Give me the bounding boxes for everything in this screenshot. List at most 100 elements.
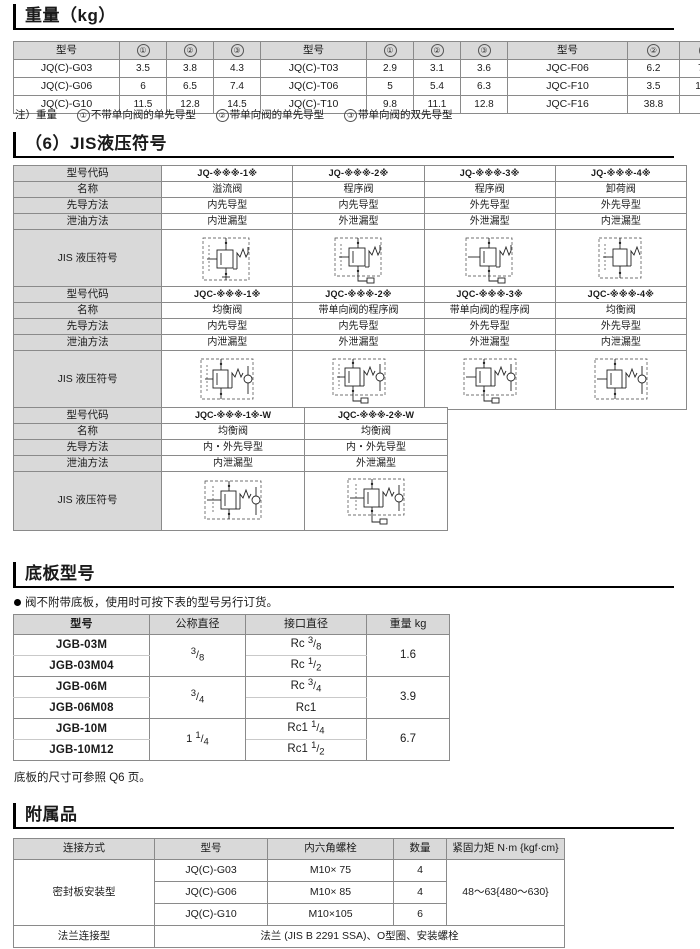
table-row: JGB-06M 3/4 Rc 3/4 3.9: [13, 676, 450, 719]
section-title-baseplate: 底板型号: [25, 563, 95, 583]
weight-col-model-3: 型号: [507, 41, 628, 60]
cell-connection-type-flange: 法兰连接型: [13, 925, 155, 948]
cell-name: 均衡阀: [304, 423, 448, 440]
cell-nominal: 1 1/4: [149, 718, 246, 761]
baseplate-col-port: 接口直径: [245, 614, 367, 635]
cell-code: JQC-※※※-4※: [554, 286, 688, 303]
cell-pilot: 外先导型: [423, 318, 556, 335]
circled-three-icon: ③: [477, 44, 491, 57]
cell-connection-type: 密封板安装型: [13, 859, 155, 926]
row-label-code: 型号代码: [12, 286, 163, 303]
counterbalance-valve-symbol-icon: [200, 358, 254, 400]
cell: 3.1: [413, 59, 461, 78]
table-row: 先导方法 内先导型 内先导型 外先导型 外先导型: [12, 318, 688, 335]
hydraulic-symbol-unloading-external-internal: [554, 229, 688, 289]
relief-valve-symbol-icon: [202, 237, 250, 281]
cell-pilot: 外先导型: [554, 318, 688, 335]
circled-one-icon: ①: [383, 44, 397, 57]
cell-drain: 内泄漏型: [161, 213, 294, 230]
cell: JQ(C)-G03: [13, 59, 120, 78]
cell-name: 均衡阀: [161, 423, 305, 440]
table-header-row: 型号 ① ② ③ 型号 ① ② ③ 型号 ② ③: [13, 41, 700, 60]
cell-pilot: 内先导型: [161, 318, 294, 335]
note-item-3: 带单向阀的双先导型: [358, 109, 453, 121]
cell-nominal: 3/4: [149, 676, 246, 719]
cell: 7.4: [213, 77, 261, 96]
cell: 12.8: [460, 95, 508, 114]
circled-two-icon: ②: [183, 44, 197, 57]
cell-code: JQC-※※※-2※: [292, 286, 425, 303]
cell-model: JGB-03M04: [13, 655, 150, 677]
row-label-symbol: JIS 液压符号: [12, 229, 163, 289]
cell-drain: 外泄漏型: [292, 213, 425, 230]
table-row: JQ(C)-G06 M10× 85 4: [14, 881, 565, 904]
unloading-valve-symbol-icon: [598, 237, 642, 279]
cell-code: JQC-※※※-2※-W: [304, 407, 448, 424]
cell-drain: 内泄漏型: [554, 334, 688, 351]
baseplate-col-nominal: 公称直径: [149, 614, 246, 635]
weight-col-3b: ③: [460, 41, 508, 60]
section-title-jis: （6）JIS液压符号: [25, 133, 167, 153]
row-label-code: 型号代码: [13, 407, 162, 424]
counterbalance-w-ext-drain-symbol-icon: [347, 478, 405, 525]
table-row: JGB-06M08 Rc1: [13, 697, 450, 719]
hydraulic-symbol-sequence-external-external: [423, 229, 556, 289]
cell-model: JGB-06M08: [13, 697, 150, 719]
table-header-row: 型号 公称直径 接口直径 重量 kg: [13, 614, 450, 635]
table-row: 密封板安装型 JQ(C)-G03 M10× 75 4 48～63{480～630…: [13, 859, 565, 926]
weight-col-2a: ②: [166, 41, 214, 60]
accessories-col-torque: 紧固力矩 N·m {kgf·cm}: [446, 838, 565, 860]
cell-port: Rc 3/4: [245, 676, 367, 698]
row-label-name: 名称: [12, 302, 163, 319]
weight-col-3a: ③: [213, 41, 261, 60]
jis-symbol-table-1: 型号代码 JQ-※※※-1※ JQ-※※※-2※ JQ-※※※-3※ JQ-※※…: [12, 165, 688, 289]
row-label-pilot: 先导方法: [13, 439, 162, 456]
accessories-col-connection: 连接方式: [13, 838, 155, 860]
cell-name: 带单向阀的程序阀: [292, 302, 425, 319]
cell-qty: 4: [393, 881, 447, 904]
weight-col-model-1: 型号: [13, 41, 120, 60]
cell-bolt: M10× 75: [267, 859, 394, 882]
table-row: 名称 溢流阀 程序阀 程序阀 卸荷阀: [12, 181, 688, 198]
cell: JQC-F10: [507, 77, 628, 96]
cell-pilot: 内先导型: [292, 318, 425, 335]
cell-model: JGB-10M12: [13, 739, 150, 761]
bullet-icon: [14, 599, 21, 606]
table-row: 泄油方法 内泄漏型 外泄漏型: [13, 455, 448, 472]
cell-nominal: 3/8: [149, 634, 246, 677]
section-header-baseplate: 底板型号: [13, 562, 674, 588]
table-row: JGB-10M 1 1/4 Rc1 1/4 6.7: [13, 718, 450, 761]
cell-model: JGB-10M: [13, 718, 150, 740]
cell-torque: 48～63{480～630}: [446, 859, 565, 926]
cell-drain: 内泄漏型: [161, 334, 294, 351]
hydraulic-symbol-sequence-check-int-ext: [292, 350, 425, 410]
cell: 6.5: [166, 77, 214, 96]
circled-one-icon: ①: [76, 108, 90, 122]
section-title-accessories: 附属品: [25, 804, 78, 824]
cell: 7.1: [679, 59, 700, 78]
weight-note: 注）重量 ① 不带单向阀的单先导型 ② 带单向阀的单先导型 ③ 带单向阀的双先导型: [15, 107, 453, 122]
section-header-accessories: 附属品: [13, 803, 674, 829]
cell-drain: 内泄漏型: [554, 213, 688, 230]
cell-drain: 外泄漏型: [423, 213, 556, 230]
accessories-col-qty: 数量: [393, 838, 447, 860]
row-label-drain: 泄油方法: [12, 334, 163, 351]
table-row: 泄油方法 内泄漏型 外泄漏型 外泄漏型 内泄漏型: [12, 334, 688, 351]
accessories-col-bolt: 内六角螺栓: [267, 838, 394, 860]
cell: –: [679, 95, 700, 114]
cell-model: JGB-03M: [13, 634, 150, 656]
cell-code: JQ-※※※-3※: [423, 165, 556, 182]
circled-three-icon: ③: [230, 44, 244, 57]
section-title-weight: 重量（kg）: [25, 5, 116, 25]
cell: 5: [366, 77, 414, 96]
cell: 6.2: [627, 59, 680, 78]
cell-name: 均衡阀: [161, 302, 294, 319]
weight-col-2c: ②: [627, 41, 680, 60]
section-header-jis: （6）JIS液压符号: [13, 132, 674, 158]
cell: 11.5: [119, 95, 167, 114]
cell-weight: 1.6: [366, 634, 450, 677]
cell: 12.8: [166, 95, 214, 114]
cell-port: Rc1: [245, 697, 367, 719]
cell-name: 卸荷阀: [554, 181, 688, 198]
table-row: 先导方法 内先导型 内先导型 外先导型 外先导型: [12, 197, 688, 214]
